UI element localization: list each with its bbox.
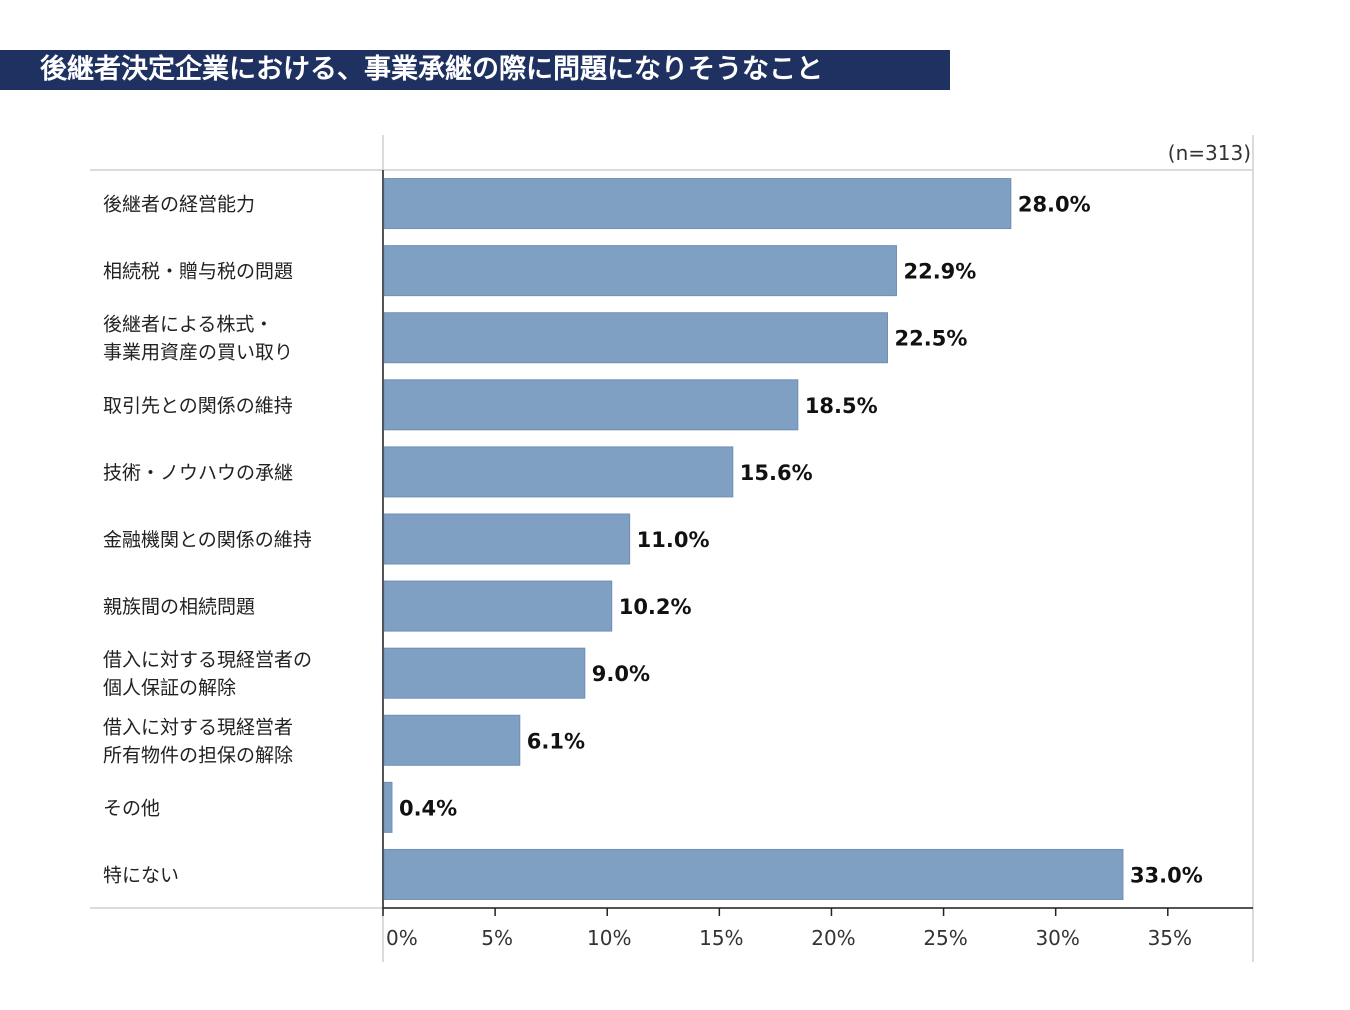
value-label: 18.5% bbox=[805, 394, 878, 418]
category-label-line: 後継者による株式・ bbox=[103, 314, 273, 336]
bar bbox=[383, 446, 734, 498]
category-label-line: 事業用資産の買い取り bbox=[103, 342, 293, 364]
category-label: 金融機関との関係の維持 bbox=[103, 529, 312, 551]
category-label: 借入に対する現経営者の個人保証の解除 bbox=[103, 649, 312, 699]
bars-group bbox=[383, 178, 1124, 900]
value-labels: 28.0% 22.9% 22.5% 18.5% 15.6% 11.0% 10.2% 9.0% 6… bbox=[399, 193, 1203, 888]
category-label-line: その他 bbox=[103, 797, 160, 819]
bar bbox=[383, 379, 799, 431]
value-label: 11.0% bbox=[637, 528, 710, 552]
value-label: 0.4% bbox=[399, 796, 457, 820]
category-label: 借入に対する現経営者所有物件の担保の解除 bbox=[103, 716, 293, 766]
category-label: その他 bbox=[103, 797, 160, 819]
value-label: 33.0% bbox=[1130, 863, 1203, 887]
x-tick-label: 0% bbox=[386, 926, 418, 950]
category-label-line: 後継者の経営能力 bbox=[103, 194, 255, 216]
x-tick-label: 30% bbox=[1035, 926, 1079, 950]
category-label: 相続税・贈与税の問題 bbox=[103, 261, 293, 283]
bar bbox=[383, 781, 393, 833]
x-tick-label: 25% bbox=[923, 926, 967, 950]
x-axis: 0% 5% 10% 15% 20% 25% 30% 35% bbox=[382, 908, 1192, 950]
category-label-line: 個人保証の解除 bbox=[103, 677, 236, 699]
category-label-line: 親族間の相続問題 bbox=[103, 596, 255, 618]
x-tick-label: 5% bbox=[481, 926, 513, 950]
x-tick-label: 15% bbox=[699, 926, 743, 950]
category-label: 親族間の相続問題 bbox=[103, 596, 255, 618]
value-label: 9.0% bbox=[592, 662, 650, 686]
category-label-line: 金融機関との関係の維持 bbox=[103, 529, 312, 551]
category-label-line: 相続税・贈与税の問題 bbox=[103, 261, 293, 283]
bar bbox=[383, 580, 613, 632]
value-label: 15.6% bbox=[740, 461, 813, 485]
category-labels: 後継者の経営能力相続税・贈与税の問題後継者による株式・事業用資産の買い取り取引先… bbox=[103, 194, 312, 887]
category-label-line: 特にない bbox=[103, 864, 179, 886]
category-label: 後継者による株式・事業用資産の買い取り bbox=[103, 314, 293, 364]
category-label: 取引先との関係の維持 bbox=[103, 395, 293, 417]
x-tick-label: 10% bbox=[587, 926, 631, 950]
value-label: 10.2% bbox=[619, 595, 692, 619]
bar bbox=[383, 312, 889, 364]
bar bbox=[383, 513, 631, 565]
category-label-line: 借入に対する現経営者 bbox=[103, 716, 293, 738]
chart-frame bbox=[90, 135, 1254, 962]
x-tick-label: 35% bbox=[1148, 926, 1192, 950]
sample-size-label: (n=313) bbox=[1168, 141, 1251, 165]
bar bbox=[383, 714, 521, 766]
bar bbox=[383, 245, 897, 297]
category-label-line: 取引先との関係の維持 bbox=[103, 395, 293, 417]
chart-title: 後継者決定企業における、事業承継の際に問題になりそうなこと bbox=[0, 50, 950, 90]
category-label-line: 借入に対する現経営者の bbox=[103, 649, 312, 671]
bar bbox=[383, 647, 586, 699]
value-label: 22.5% bbox=[895, 327, 968, 351]
category-label: 特にない bbox=[103, 864, 179, 886]
value-label: 22.9% bbox=[903, 260, 976, 284]
category-label: 後継者の経営能力 bbox=[103, 194, 255, 216]
x-tick-label: 20% bbox=[811, 926, 855, 950]
category-label: 技術・ノウハウの承継 bbox=[103, 462, 293, 484]
bar bbox=[383, 178, 1012, 230]
value-label: 28.0% bbox=[1018, 193, 1091, 217]
category-label-line: 技術・ノウハウの承継 bbox=[103, 462, 293, 484]
bar bbox=[383, 848, 1124, 900]
value-label: 6.1% bbox=[527, 729, 585, 753]
category-label-line: 所有物件の担保の解除 bbox=[103, 744, 293, 766]
